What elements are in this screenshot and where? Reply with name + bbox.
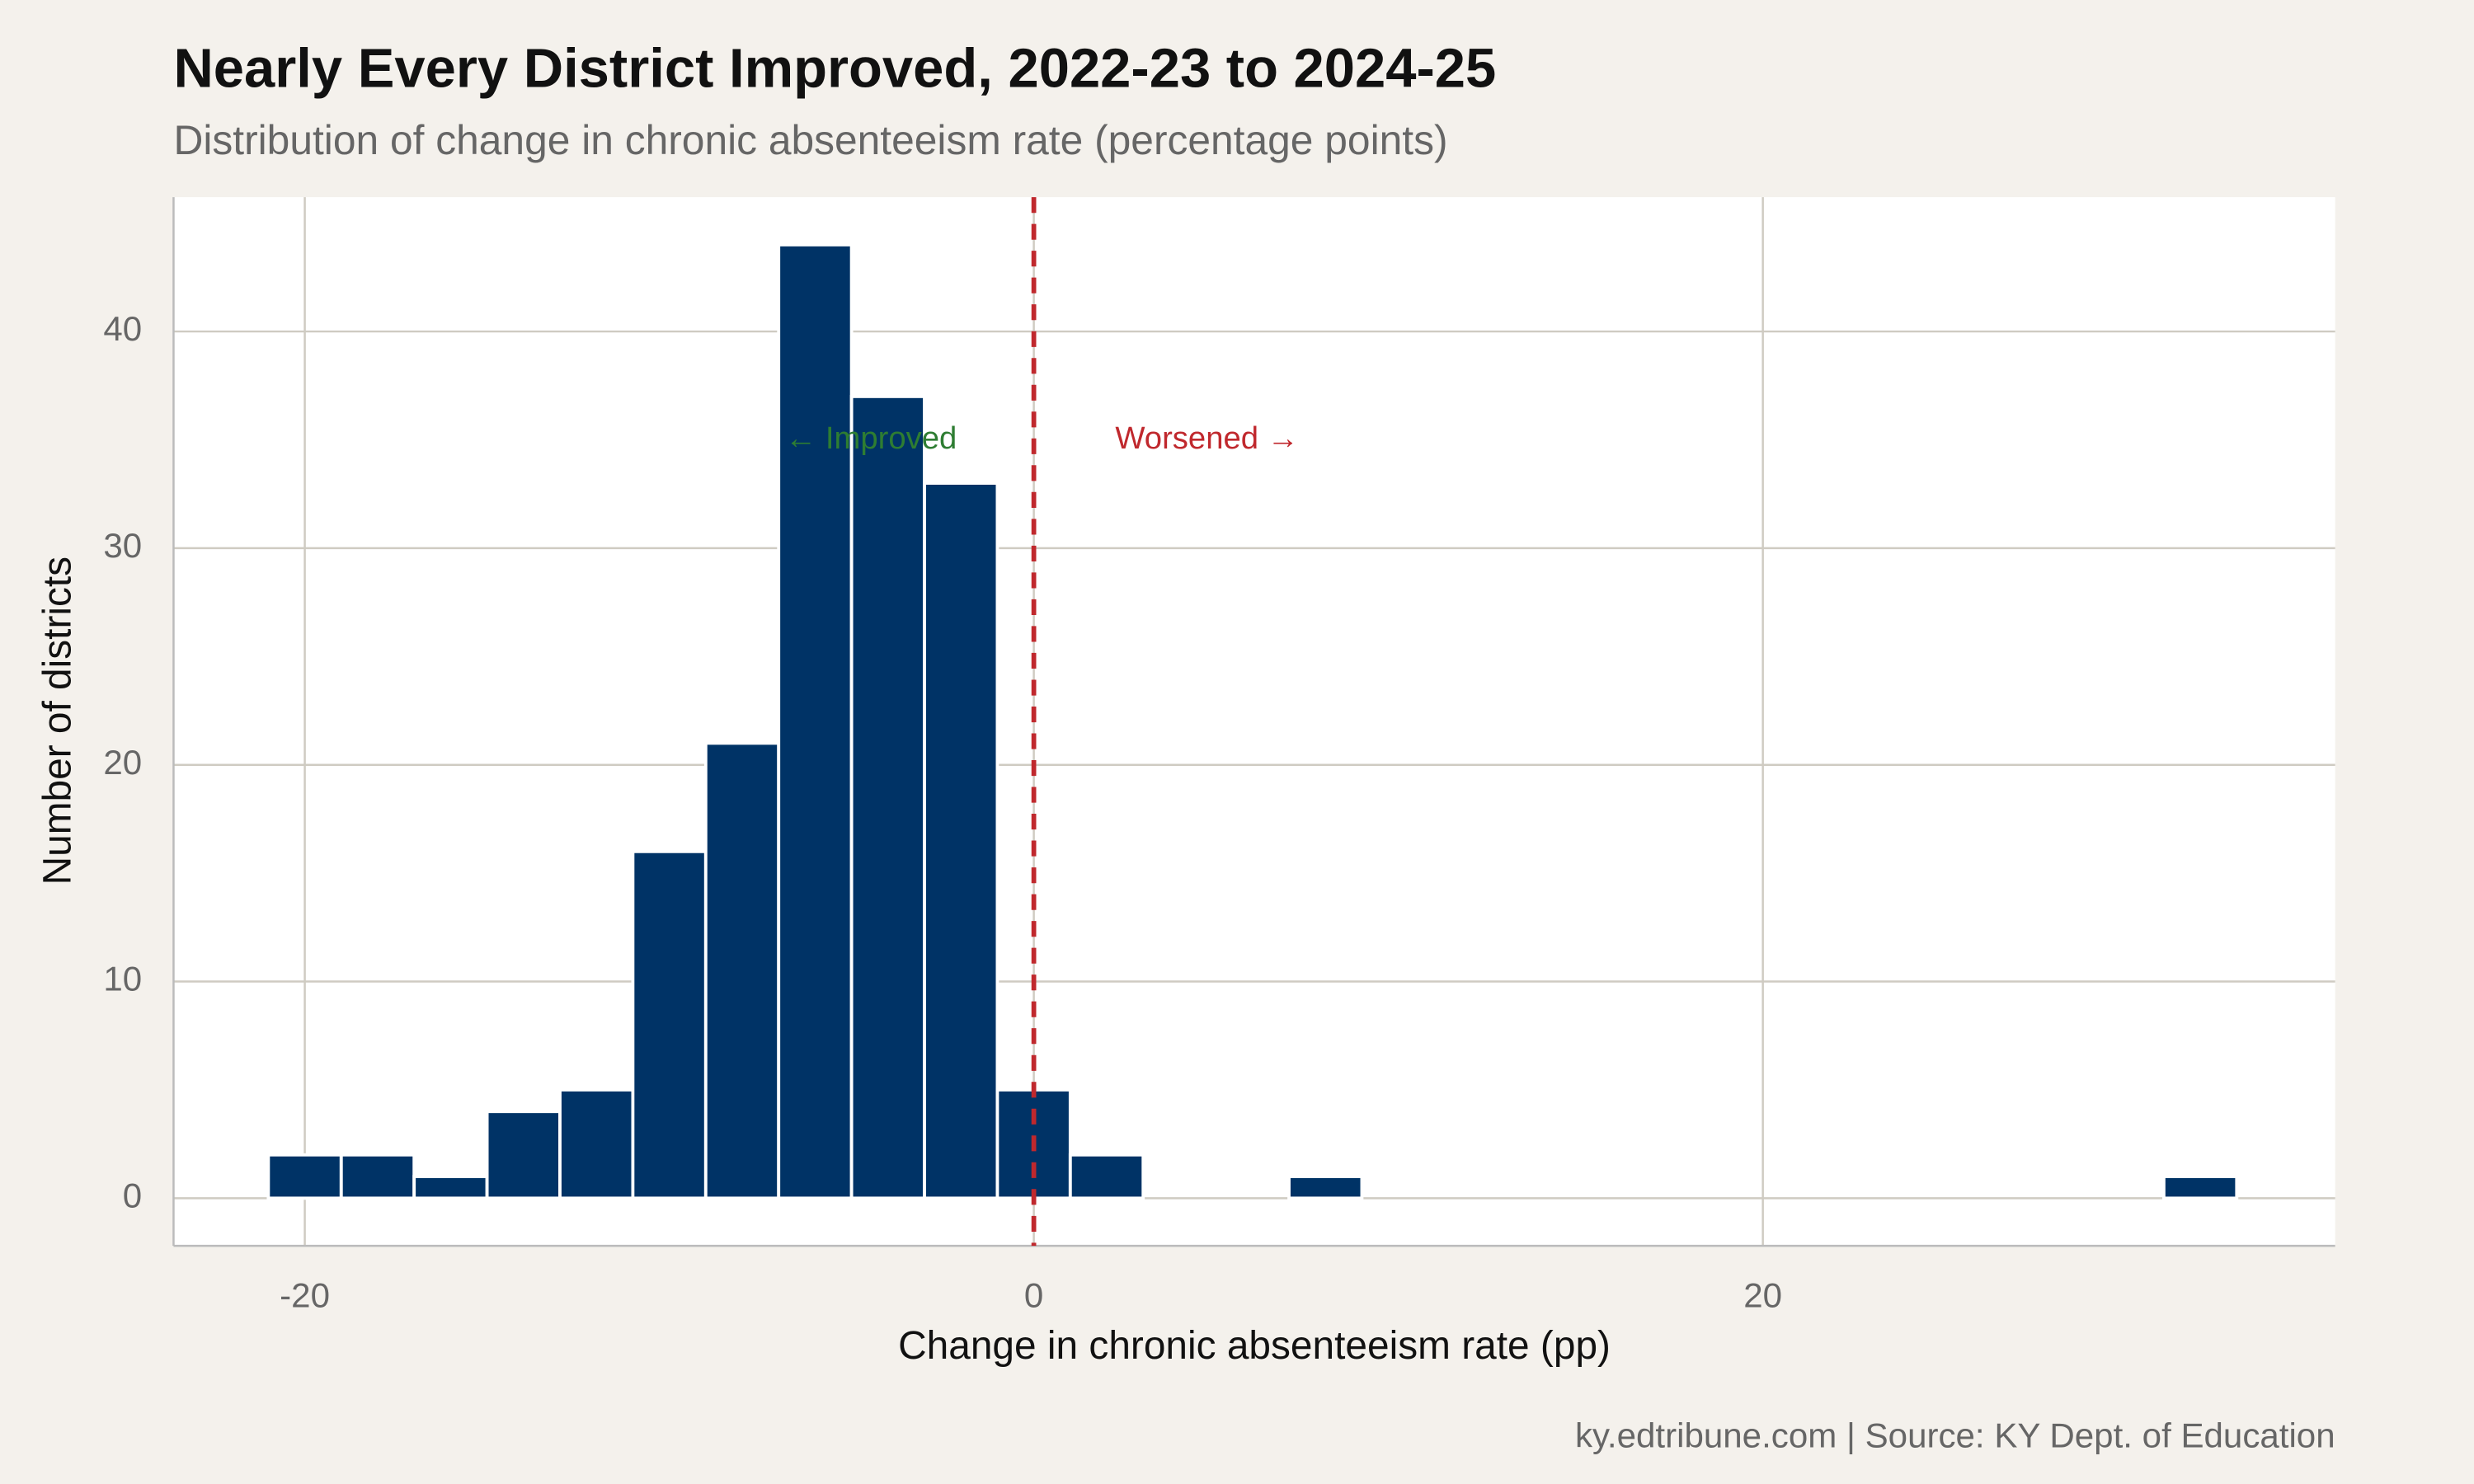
x-tick-label: 0 [1024, 1275, 1043, 1314]
bar [703, 741, 781, 1200]
x-axis-label: Change in chronic absenteeism rate (pp) [898, 1324, 1611, 1368]
bar [777, 243, 854, 1200]
y-tick-label: 40 [103, 309, 142, 348]
y-tick-label: 0 [123, 1176, 142, 1214]
bar [1068, 1153, 1145, 1200]
bar [849, 394, 926, 1200]
chart-title: Nearly Every District Improved, 2022-23 … [173, 38, 1496, 100]
bar [558, 1088, 635, 1200]
y-axis-label: Number of districts [35, 556, 79, 885]
bar [631, 849, 708, 1200]
bar [923, 481, 999, 1200]
chart-subtitle: Distribution of change in chronic absent… [173, 117, 1447, 163]
caption: ky.edtribune.com | Source: KY Dept. of E… [1575, 1416, 2335, 1455]
bar [1287, 1175, 1364, 1200]
bar [266, 1153, 343, 1200]
annotation: ← Improved [785, 420, 957, 456]
bar [2161, 1175, 2239, 1200]
plot-panel [173, 197, 2335, 1247]
annotation: Worsened → [1115, 420, 1299, 456]
bar [412, 1175, 489, 1200]
y-tick-label: 30 [103, 526, 142, 565]
bar [339, 1153, 416, 1200]
x-tick-label: 20 [1743, 1275, 1782, 1314]
x-tick-label: -20 [280, 1275, 330, 1314]
bar [485, 1110, 562, 1200]
y-tick-label: 20 [103, 743, 142, 782]
y-tick-label: 10 [103, 960, 142, 998]
